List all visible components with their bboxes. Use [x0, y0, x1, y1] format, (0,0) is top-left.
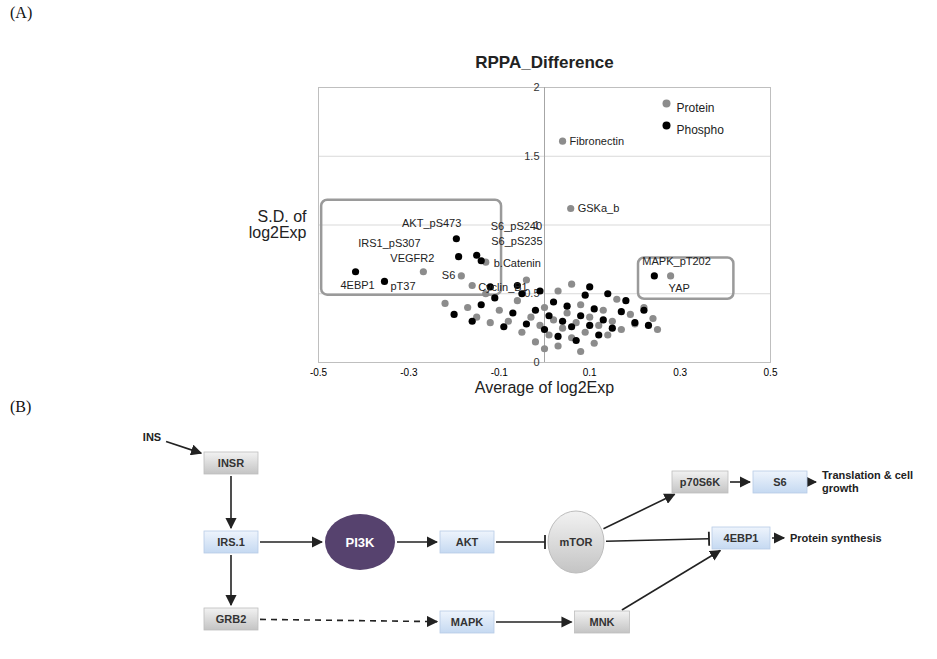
svg-text:GSKa_b: GSKa_b — [578, 202, 620, 214]
svg-text:-0.5: -0.5 — [310, 367, 328, 378]
svg-text:pT37: pT37 — [390, 280, 415, 292]
svg-text:MNK: MNK — [589, 616, 614, 628]
svg-text:Phospho: Phospho — [677, 123, 725, 137]
svg-text:VEGFR2: VEGFR2 — [390, 252, 434, 264]
svg-text:PI3K: PI3K — [346, 535, 376, 550]
svg-text:-0.1: -0.1 — [491, 367, 509, 378]
html-text:(A): (A) — [10, 4, 33, 21]
svg-text:MAPK_pT202: MAPK_pT202 — [642, 255, 710, 267]
svg-text:Protein synthesis: Protein synthesis — [790, 532, 882, 544]
svg-text:p70S6K: p70S6K — [680, 476, 720, 488]
svg-text:MAPK: MAPK — [451, 616, 483, 628]
svg-text:RPPA_Difference: RPPA_Difference — [475, 53, 614, 72]
svg-text:0.5: 0.5 — [524, 287, 540, 300]
svg-text:Average of log2Exp: Average of log2Exp — [475, 379, 614, 396]
svg-text:S6: S6 — [442, 269, 455, 281]
svg-text:Fibronectin: Fibronectin — [570, 135, 624, 147]
svg-text:AKT: AKT — [456, 536, 479, 548]
svg-text:4EBP1: 4EBP1 — [340, 279, 374, 291]
svg-text:b.Catenin: b.Catenin — [494, 257, 541, 269]
svg-text:-0.3: -0.3 — [400, 367, 418, 378]
html-text:(B): (B) — [10, 398, 32, 415]
svg-text:1.5: 1.5 — [524, 150, 539, 162]
svg-text:Cyclin_B1: Cyclin_B1 — [478, 281, 528, 293]
svg-text:S.D. oflog2Exp: S.D. oflog2Exp — [249, 208, 307, 241]
svg-text:S6_pS235: S6_pS235 — [491, 235, 542, 247]
svg-text:0.1: 0.1 — [583, 367, 597, 378]
svg-text:INSR: INSR — [218, 457, 244, 469]
svg-text:0.5: 0.5 — [764, 367, 778, 378]
svg-text:0: 0 — [533, 356, 539, 368]
svg-text:INS: INS — [143, 431, 161, 443]
svg-text:Translation & cellgrowth: Translation & cellgrowth — [822, 469, 913, 494]
svg-text:AKT_pS473: AKT_pS473 — [402, 217, 461, 229]
svg-text:IRS.1: IRS.1 — [217, 536, 245, 548]
svg-text:S6_pS240: S6_pS240 — [491, 220, 542, 232]
svg-text:S6: S6 — [773, 476, 786, 488]
svg-text:Protein: Protein — [677, 101, 715, 115]
svg-text:4EBP1: 4EBP1 — [724, 532, 759, 544]
svg-text:IRS1_pS307: IRS1_pS307 — [358, 237, 420, 249]
svg-text:2: 2 — [533, 81, 539, 93]
svg-text:0.3: 0.3 — [673, 367, 687, 378]
svg-text:GRB2: GRB2 — [216, 613, 247, 625]
svg-text:mTOR: mTOR — [560, 536, 593, 548]
svg-text:YAP: YAP — [669, 282, 690, 294]
